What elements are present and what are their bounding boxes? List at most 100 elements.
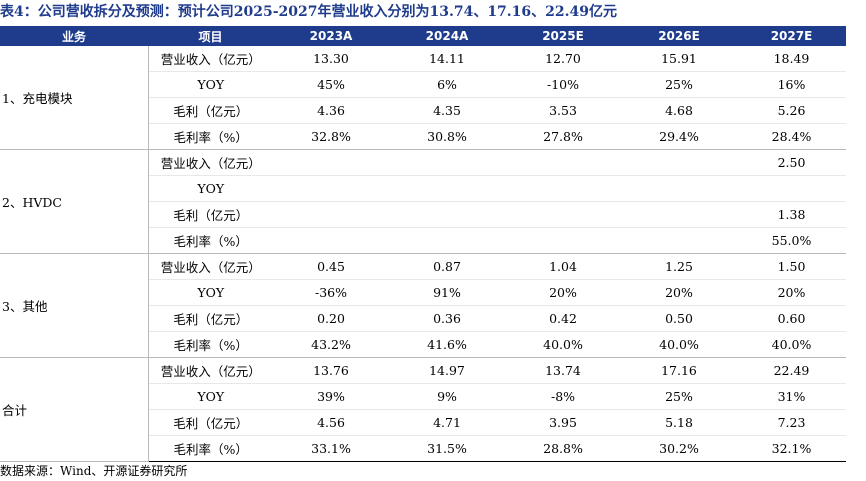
- value-cell: 32.8%: [273, 123, 389, 150]
- value-cell: [273, 201, 389, 228]
- value-cell: [505, 149, 621, 176]
- value-cell: [389, 201, 505, 228]
- table-row: 合计 营业收入（亿元） 13.76 14.97 13.74 17.16 22.49: [0, 357, 846, 462]
- value-cell: [621, 227, 737, 254]
- value-cell: 9%: [389, 383, 505, 410]
- header-2026e: 2026E: [621, 26, 737, 46]
- value-cell: 0.42: [505, 305, 621, 332]
- header-2023a: 2023A: [273, 26, 389, 46]
- value-cell: 30.2%: [621, 435, 737, 462]
- value-cell: 33.1%: [273, 435, 389, 462]
- value-cell: 40.0%: [621, 331, 737, 358]
- value-cell: 25%: [621, 71, 737, 98]
- table-row: YOY 39% 9% -8% 25% 31%: [0, 383, 846, 410]
- value-cell: 55.0%: [737, 227, 846, 254]
- value-cell: 4.68: [621, 97, 737, 124]
- value-cell: 22.49: [737, 357, 846, 384]
- header-2027e: 2027E: [737, 26, 846, 46]
- value-cell: 32.1%: [737, 435, 846, 462]
- value-cell: 14.97: [389, 357, 505, 384]
- value-cell: 15.91: [621, 46, 737, 72]
- item-label: 毛利率（%）: [148, 123, 273, 150]
- value-cell: 1.38: [737, 201, 846, 228]
- value-cell: -8%: [505, 383, 621, 410]
- table-row: 毛利（亿元） 4.36 4.35 3.53 4.68 5.26: [0, 97, 846, 124]
- item-label: 毛利（亿元）: [148, 305, 273, 332]
- table-row: 毛利率（%） 43.2% 41.6% 40.0% 40.0% 40.0%: [0, 331, 846, 358]
- value-cell: 4.56: [273, 409, 389, 436]
- value-cell: 20%: [505, 279, 621, 306]
- value-cell: 1.50: [737, 253, 846, 280]
- value-cell: [505, 227, 621, 254]
- table-row: 1、充电模块 营业收入（亿元） 13.30 14.11 12.70 15.91 18.49: [0, 46, 846, 150]
- item-label: 营业收入（亿元）: [148, 46, 273, 72]
- value-cell: 0.20: [273, 305, 389, 332]
- value-cell: 4.35: [389, 97, 505, 124]
- header-item: 项目: [148, 26, 273, 46]
- segment-label: 1、充电模块: [0, 46, 149, 150]
- header-2025e: 2025E: [505, 26, 621, 46]
- table-title: 表4：公司营收拆分及预测：预计公司2025-2027年营业收入分别为13.74、…: [0, 4, 617, 20]
- value-cell: 2.50: [737, 149, 846, 176]
- value-cell: [273, 227, 389, 254]
- value-cell: 4.36: [273, 97, 389, 124]
- value-cell: -10%: [505, 71, 621, 98]
- value-cell: -36%: [273, 279, 389, 306]
- segment-label: 合计: [0, 357, 149, 462]
- value-cell: [737, 175, 846, 202]
- value-cell: 13.74: [505, 357, 621, 384]
- value-cell: 4.71: [389, 409, 505, 436]
- table-row: 毛利率（%） 55.0%: [0, 227, 846, 254]
- value-cell: 3.95: [505, 409, 621, 436]
- table-row: 3、其他 营业收入（亿元） 0.45 0.87 1.04 1.25 1.50: [0, 253, 846, 358]
- value-cell: 3.53: [505, 97, 621, 124]
- value-cell: 0.45: [273, 253, 389, 280]
- value-cell: 18.49: [737, 46, 846, 72]
- value-cell: [621, 201, 737, 228]
- value-cell: 12.70: [505, 46, 621, 72]
- item-label: 毛利率（%）: [148, 227, 273, 254]
- table-row: YOY -36% 91% 20% 20% 20%: [0, 279, 846, 306]
- value-cell: 1.04: [505, 253, 621, 280]
- value-cell: 45%: [273, 71, 389, 98]
- value-cell: 20%: [737, 279, 846, 306]
- item-label: YOY: [148, 71, 273, 98]
- value-cell: 14.11: [389, 46, 505, 72]
- value-cell: 30.8%: [389, 123, 505, 150]
- item-label: 毛利率（%）: [148, 331, 273, 358]
- item-label: 毛利（亿元）: [148, 201, 273, 228]
- value-cell: 40.0%: [505, 331, 621, 358]
- value-cell: 5.18: [621, 409, 737, 436]
- item-label: 营业收入（亿元）: [148, 149, 273, 176]
- item-label: 毛利（亿元）: [148, 409, 273, 436]
- header-2024a: 2024A: [389, 26, 505, 46]
- value-cell: [273, 175, 389, 202]
- value-cell: 39%: [273, 383, 389, 410]
- value-cell: 27.8%: [505, 123, 621, 150]
- value-cell: 7.23: [737, 409, 846, 436]
- value-cell: 29.4%: [621, 123, 737, 150]
- value-cell: 25%: [621, 383, 737, 410]
- value-cell: 16%: [737, 71, 846, 98]
- table-row: 毛利（亿元） 1.38: [0, 201, 846, 228]
- value-cell: [389, 227, 505, 254]
- value-cell: [505, 201, 621, 228]
- value-cell: 0.60: [737, 305, 846, 332]
- value-cell: 41.6%: [389, 331, 505, 358]
- header-segment: 业务: [0, 26, 148, 46]
- value-cell: 17.16: [621, 357, 737, 384]
- table-row: 2、HVDC 营业收入（亿元） 2.50: [0, 149, 846, 254]
- source-note: 数据来源：Wind、开源证券研究所: [0, 464, 188, 478]
- item-label: YOY: [148, 383, 273, 410]
- revenue-forecast-table: 业务 项目 2023A 2024A 2025E 2026E 2027E 1、充电…: [0, 26, 846, 462]
- item-label: 营业收入（亿元）: [148, 253, 273, 280]
- table-row: 毛利（亿元） 0.20 0.36 0.42 0.50 0.60: [0, 305, 846, 332]
- value-cell: [389, 149, 505, 176]
- value-cell: 0.50: [621, 305, 737, 332]
- segment-label: 2、HVDC: [0, 149, 149, 254]
- value-cell: 28.4%: [737, 123, 846, 150]
- value-cell: 40.0%: [737, 331, 846, 358]
- value-cell: [621, 149, 737, 176]
- value-cell: [389, 175, 505, 202]
- value-cell: 6%: [389, 71, 505, 98]
